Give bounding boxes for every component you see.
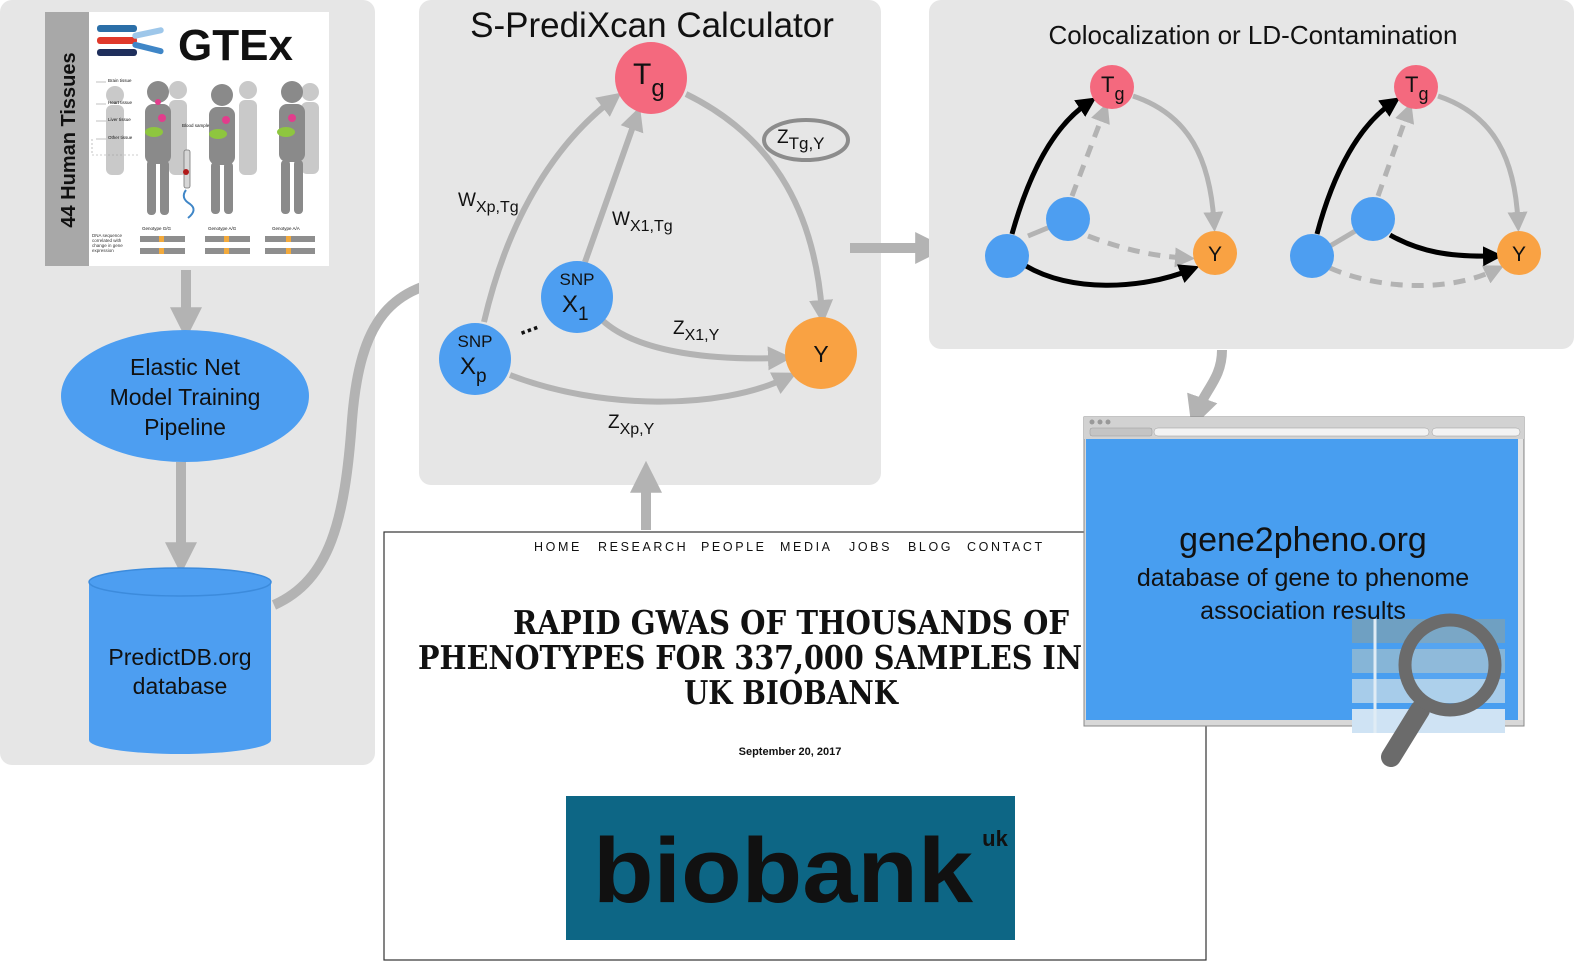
elastic-net-line-1: Elastic Net xyxy=(130,354,241,380)
dna-helix-icon xyxy=(97,25,164,56)
nav-jobs[interactable]: JOBS xyxy=(849,540,892,554)
elastic-net-line-2: Model Training xyxy=(110,384,261,410)
coloc-diagram-right xyxy=(1290,65,1541,288)
edge-tg-y xyxy=(684,91,834,324)
headline-line-2: PHENOTYPES FOR 337,000 SAMPLES IN xyxy=(418,638,1082,677)
node-tg xyxy=(615,42,687,114)
dna-caption: DNA sequence correlated with change in g… xyxy=(92,233,123,253)
node-xp xyxy=(439,323,511,395)
node-xp-label: Xp xyxy=(460,353,487,387)
nav-contact[interactable]: CONTACT xyxy=(967,540,1045,554)
arrow-predictdb-to-calculator xyxy=(271,263,485,610)
gene2pheno-browser xyxy=(1083,416,1525,727)
predictdb-line-2: database xyxy=(133,673,228,699)
coloc-left-y: Y xyxy=(1208,243,1222,266)
nav-blog[interactable]: BLOG xyxy=(908,540,953,554)
edge-x1-y xyxy=(599,317,792,371)
zscore-x1-y: ZX1,Y xyxy=(673,318,720,344)
node-x1-label: X1 xyxy=(562,291,589,325)
organ-marks xyxy=(145,99,296,219)
biobank-logo-uk: uk xyxy=(982,826,1008,851)
node-y xyxy=(785,317,857,389)
weight-x1-tg: WX1,Tg xyxy=(612,209,673,235)
biobank-logo-banner xyxy=(566,796,1015,940)
address-bar[interactable] xyxy=(1153,427,1430,437)
gtex-side-label: 44 Human Tissues xyxy=(58,52,80,227)
browser-search-bar[interactable] xyxy=(1431,427,1521,437)
calculator-edges xyxy=(481,91,834,405)
calculator-title: S-PrediXcan Calculator xyxy=(470,6,834,45)
weight-xp-tg: WXp,Tg xyxy=(458,190,519,216)
gene2pheno-title: gene2pheno.org xyxy=(1179,521,1427,559)
tissue-label-other: Other tissue xyxy=(108,135,133,140)
headline-line-1: RAPID GWAS OF THOUSANDS OF xyxy=(513,603,1069,642)
edge-x1-tg xyxy=(582,106,644,264)
arrow-coloc-to-gene2pheno xyxy=(1187,349,1227,429)
node-xp-top: SNP xyxy=(458,332,493,351)
coloc-right-tg: Tg xyxy=(1405,72,1428,104)
coloc-diagram-left xyxy=(985,65,1237,288)
calculator-panel xyxy=(419,0,881,485)
tissue-label-brain: Brain tissue xyxy=(108,78,132,83)
biobank-logo: biobank xyxy=(593,820,974,922)
zscore-xp-y: ZXp,Y xyxy=(608,412,655,438)
gene2pheno-subtitle-1: database of gene to phenome xyxy=(1137,564,1469,592)
coloc-left-tg: Tg xyxy=(1101,72,1124,104)
node-tg-label: Tg xyxy=(633,58,665,102)
predictdb-database xyxy=(88,567,272,754)
human-silhouettes xyxy=(106,81,319,175)
coloc-right-y: Y xyxy=(1512,243,1526,266)
nav-people[interactable]: PEOPLE xyxy=(701,540,767,554)
node-x1-top: SNP xyxy=(560,270,595,289)
genotype-label-ag: Genotype A/G xyxy=(208,226,237,231)
node-x1 xyxy=(541,261,613,333)
genotype-label-aa: Genotype A/A xyxy=(272,226,300,231)
tissue-label-liver: Liver tissue xyxy=(108,117,131,122)
coloc-title: Colocalization or LD-Contamination xyxy=(1049,20,1458,50)
magnifier-icon xyxy=(1381,613,1502,767)
elastic-net-line-3: Pipeline xyxy=(144,414,226,440)
biobank-nav: HOME RESEARCH PEOPLE MEDIA JOBS BLOG CON… xyxy=(534,540,1045,554)
zscore-tg-y-ellipse xyxy=(762,118,850,162)
genotype-label-gg: Genotype G/G xyxy=(142,226,172,231)
nav-media[interactable]: MEDIA xyxy=(780,540,833,554)
gtex-logo: GTEx xyxy=(178,21,293,70)
zscore-tg-y: ZTg,Y xyxy=(777,127,825,153)
predictdb-line-1: PredictDB.org xyxy=(108,644,251,670)
edge-xp-y xyxy=(508,372,797,405)
blood-label: Blood sample xyxy=(182,123,210,128)
elastic-net-node xyxy=(61,330,309,462)
gene2pheno-subtitle-2: association results xyxy=(1200,597,1406,625)
coloc-panel xyxy=(929,0,1574,349)
nav-research[interactable]: RESEARCH xyxy=(598,540,688,554)
tissue-label-heart: Heart tissue xyxy=(108,100,133,105)
post-date: September 20, 2017 xyxy=(739,746,842,758)
node-y-label: Y xyxy=(813,341,828,367)
gtex-image: 44 Human Tissues GTEx xyxy=(45,12,329,266)
headline-line-3: UK BIOBANK xyxy=(684,673,899,712)
edge-xp-tg xyxy=(481,92,622,323)
nav-home[interactable]: HOME xyxy=(534,540,582,554)
